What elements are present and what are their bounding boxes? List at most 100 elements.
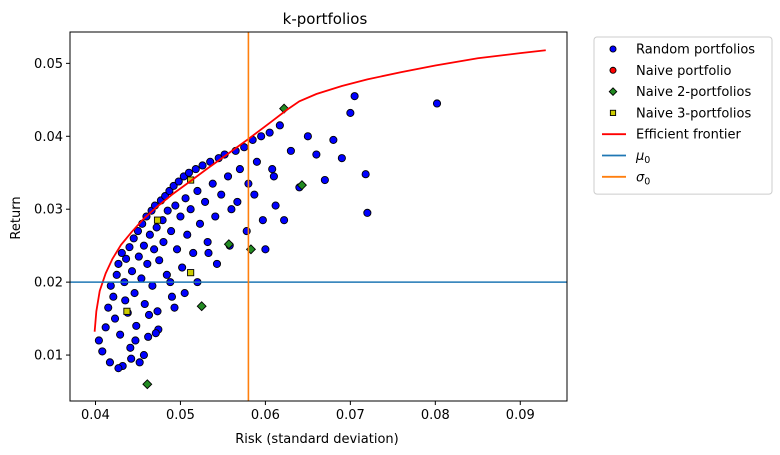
random-portfolios-point xyxy=(258,216,267,225)
x-tick-label: 0.08 xyxy=(421,408,450,423)
random-portfolios-point xyxy=(110,314,120,323)
random-portfolios-point xyxy=(169,181,178,190)
random-portfolios-point xyxy=(303,132,312,141)
random-portfolios-point xyxy=(265,128,274,137)
random-portfolios-point xyxy=(144,332,153,341)
random-portfolios-point xyxy=(150,245,159,254)
random-portfolios-point xyxy=(129,234,138,243)
naive-3-portfolios-point xyxy=(123,307,131,315)
random-portfolios-point xyxy=(134,252,143,261)
y-tick-label: 0.05 xyxy=(34,57,63,72)
naive-3-portfolios-point xyxy=(153,216,162,224)
random-portfolios-point xyxy=(184,168,193,177)
random-portfolios-point xyxy=(139,241,148,250)
random-portfolios-point xyxy=(105,358,114,367)
legend-swatch-naive-3-portfolios xyxy=(609,109,617,116)
naive-3-portfolios-point xyxy=(187,269,195,277)
random-portfolios-point xyxy=(167,227,176,236)
random-portfolios-point xyxy=(155,256,164,265)
random-portfolios-point xyxy=(145,230,154,239)
random-portfolios-point xyxy=(122,254,131,263)
random-portfolios-point xyxy=(125,243,134,252)
random-portfolios-point xyxy=(106,281,115,290)
random-portfolios-point xyxy=(114,259,123,268)
naive-2-portfolios-point xyxy=(196,301,207,312)
random-portfolios-point xyxy=(242,227,251,236)
random-portfolios-point xyxy=(114,364,123,373)
random-portfolios-point xyxy=(121,296,130,305)
legend-swatch-naive-portfolio xyxy=(609,66,617,74)
random-portfolios-point xyxy=(178,263,187,272)
legend-box xyxy=(593,36,773,195)
data-layer xyxy=(70,32,567,401)
random-portfolios-point xyxy=(227,205,236,214)
random-portfolios-point xyxy=(329,135,338,144)
random-portfolios-point xyxy=(137,274,146,283)
random-portfolios-point xyxy=(94,336,103,345)
random-portfolios-point xyxy=(109,292,118,301)
random-portfolios-point xyxy=(163,206,172,215)
random-portfolios-point xyxy=(346,108,355,117)
x-axis-label: Risk (standard deviation) xyxy=(235,432,398,447)
random-portfolios-point xyxy=(130,289,139,298)
random-portfolios-point xyxy=(165,186,174,196)
efficient-frontier-line xyxy=(93,49,546,332)
legend-swatch-random-portfolios xyxy=(609,45,617,53)
random-portfolios-point xyxy=(252,157,261,166)
random-portfolios-point xyxy=(127,267,137,276)
random-portfolios-point xyxy=(206,157,215,166)
plot-area: 0.04 0.05 0.06 0.07 0.08 0.09 0.01 0.02 0.03 0.04… xyxy=(34,31,568,423)
random-portfolios-point xyxy=(233,197,242,206)
random-portfolios-point xyxy=(116,330,125,339)
random-portfolios-point xyxy=(201,197,210,206)
random-portfolios-point xyxy=(170,303,179,312)
y-tick-label: 0.04 xyxy=(34,130,63,145)
random-portfolios-point xyxy=(104,303,113,312)
random-portfolios-point xyxy=(350,92,359,101)
random-portfolios-point xyxy=(127,354,136,363)
random-portfolios-point xyxy=(261,245,270,254)
random-portfolios-point xyxy=(275,121,284,130)
random-portfolios-point xyxy=(208,179,217,188)
random-portfolios-point xyxy=(152,223,161,232)
random-portfolios-point xyxy=(167,292,176,301)
random-portfolios-point xyxy=(171,201,180,210)
random-portfolios-point xyxy=(250,190,259,199)
x-tick-label: 0.05 xyxy=(166,408,195,423)
random-portfolios-point xyxy=(174,177,183,186)
random-portfolios-point xyxy=(181,194,190,203)
random-portfolios-point xyxy=(204,248,213,258)
y-tick-label: 0.02 xyxy=(34,276,63,291)
random-portfolios-point xyxy=(139,351,148,360)
legend-label-naive-3-portfolios: Naive 3-portfolios xyxy=(636,106,751,121)
random-portfolios-point xyxy=(148,281,157,290)
random-portfolios-point xyxy=(271,201,280,210)
random-portfolios-point xyxy=(191,165,200,174)
y-tick-label: 0.03 xyxy=(34,203,63,218)
legend-swatch-naive-2-portfolios xyxy=(608,87,618,96)
random-portfolios-point xyxy=(186,205,195,214)
random-portfolios-point xyxy=(280,216,289,225)
naive-2-portfolios-point xyxy=(296,180,307,191)
random-portfolios-point xyxy=(183,230,192,239)
random-portfolios-point xyxy=(159,237,168,247)
legend: Random portfolios Naive portfolio Naive 2-… xyxy=(593,36,773,195)
naive-2-portfolios-point xyxy=(142,379,153,390)
legend-label-efficient-frontier: Efficient frontier xyxy=(636,128,742,143)
random-portfolios-point xyxy=(131,336,140,345)
random-portfolios-point xyxy=(143,259,152,268)
random-portfolios-point xyxy=(235,165,244,174)
random-portfolios-point xyxy=(132,321,141,330)
random-portfolios-point xyxy=(337,154,346,163)
random-portfolios-point xyxy=(223,172,233,181)
random-portfolios-point xyxy=(101,323,110,332)
legend-label-random-portfolios: Random portfolios xyxy=(636,43,755,58)
random-portfolios-point xyxy=(198,161,207,170)
random-portfolios-point xyxy=(257,132,266,141)
random-portfolios-point xyxy=(189,248,198,258)
random-portfolios-point xyxy=(363,208,372,217)
random-portfolios-point xyxy=(195,219,205,228)
y-axis-label: Return xyxy=(9,196,24,239)
random-portfolios-point xyxy=(126,343,135,352)
